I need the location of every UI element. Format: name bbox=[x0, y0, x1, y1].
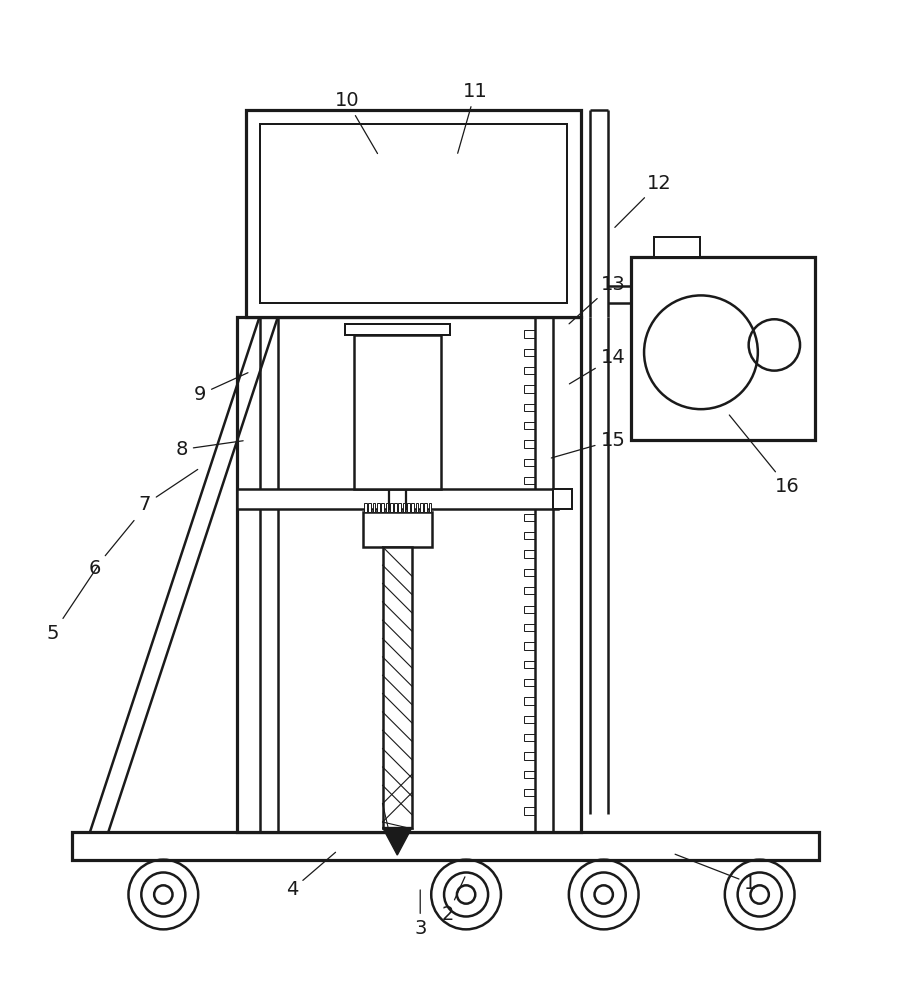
Bar bbox=[631, 257, 815, 440]
Bar bbox=[72, 832, 820, 860]
Bar bbox=[368, 503, 371, 512]
Bar bbox=[390, 503, 392, 512]
Bar bbox=[524, 734, 535, 741]
Bar bbox=[377, 503, 379, 512]
Bar bbox=[407, 503, 410, 512]
Bar bbox=[524, 440, 535, 448]
Bar bbox=[524, 606, 535, 613]
Bar bbox=[364, 503, 366, 512]
Text: 14: 14 bbox=[569, 348, 625, 384]
Bar bbox=[412, 503, 414, 512]
Text: 3: 3 bbox=[414, 890, 426, 938]
Bar bbox=[524, 661, 535, 668]
Text: 2: 2 bbox=[441, 877, 465, 924]
Bar bbox=[524, 404, 535, 411]
Text: 5: 5 bbox=[47, 567, 98, 643]
Text: 10: 10 bbox=[334, 91, 378, 154]
Bar bbox=[524, 422, 535, 429]
Bar bbox=[344, 324, 450, 335]
Bar bbox=[363, 512, 432, 547]
Bar bbox=[524, 385, 535, 393]
Bar bbox=[425, 503, 427, 512]
Bar bbox=[402, 503, 405, 512]
Bar bbox=[386, 503, 389, 512]
Bar bbox=[415, 503, 418, 512]
Bar bbox=[524, 679, 535, 686]
Bar bbox=[524, 330, 535, 338]
Text: 12: 12 bbox=[615, 174, 671, 227]
Bar bbox=[524, 716, 535, 723]
Bar bbox=[524, 624, 535, 631]
Bar bbox=[524, 514, 535, 521]
Bar bbox=[381, 503, 384, 512]
Text: 11: 11 bbox=[458, 82, 487, 153]
Bar bbox=[428, 503, 431, 512]
Bar bbox=[524, 550, 535, 558]
Polygon shape bbox=[383, 828, 412, 855]
Bar bbox=[524, 789, 535, 796]
Text: 16: 16 bbox=[729, 415, 799, 496]
Text: 7: 7 bbox=[138, 469, 198, 514]
Bar bbox=[420, 503, 423, 512]
Text: 6: 6 bbox=[89, 520, 134, 578]
Bar bbox=[373, 503, 376, 512]
Bar bbox=[524, 495, 535, 503]
Bar bbox=[524, 532, 535, 539]
Bar bbox=[524, 752, 535, 760]
Bar bbox=[524, 459, 535, 466]
Bar bbox=[524, 569, 535, 576]
Text: 8: 8 bbox=[175, 440, 243, 459]
Bar bbox=[654, 237, 700, 257]
Bar bbox=[524, 477, 535, 484]
Bar bbox=[246, 110, 581, 317]
Text: 4: 4 bbox=[285, 852, 336, 899]
Bar bbox=[383, 547, 412, 828]
Bar bbox=[524, 642, 535, 650]
Bar bbox=[524, 349, 535, 356]
Text: 15: 15 bbox=[551, 431, 625, 458]
Bar bbox=[553, 489, 571, 509]
Bar bbox=[524, 367, 535, 374]
Bar bbox=[524, 807, 535, 815]
Bar bbox=[354, 335, 441, 489]
Bar bbox=[236, 317, 581, 832]
Bar bbox=[524, 697, 535, 705]
Bar bbox=[236, 489, 557, 509]
Text: 13: 13 bbox=[569, 275, 625, 324]
Text: 1: 1 bbox=[675, 854, 757, 893]
Bar bbox=[524, 771, 535, 778]
Bar bbox=[399, 503, 402, 512]
Bar bbox=[394, 503, 397, 512]
Bar bbox=[259, 124, 567, 303]
Text: 9: 9 bbox=[194, 373, 248, 404]
Bar bbox=[524, 587, 535, 594]
